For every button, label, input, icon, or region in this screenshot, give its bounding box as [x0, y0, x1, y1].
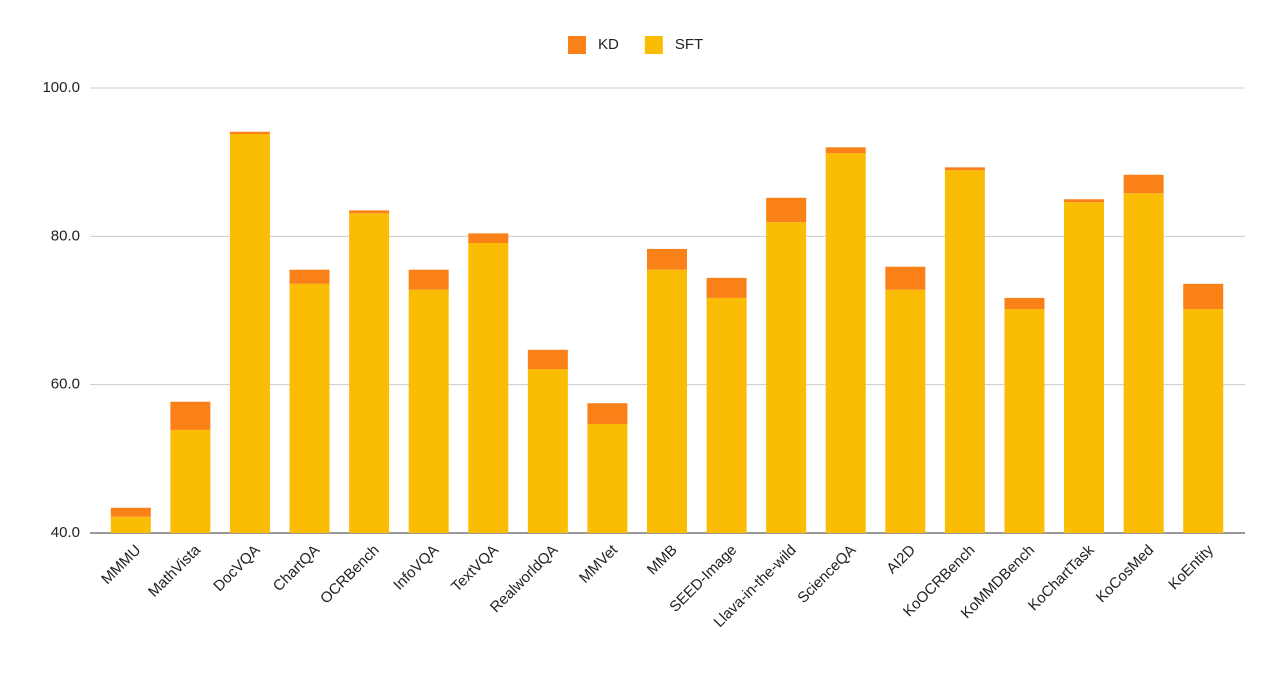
bar-segment	[1064, 199, 1105, 203]
bar-segment	[825, 147, 866, 154]
bar-segment	[944, 167, 985, 171]
bar-segment	[229, 131, 270, 134]
x-tick-label: TextVQA	[448, 542, 502, 596]
bar-segment	[885, 266, 926, 290]
y-tick-label: 100.0	[42, 79, 80, 96]
bar-segment	[468, 233, 509, 244]
x-tick-label: ChartQA	[270, 542, 323, 595]
x-tick-label: MMVet	[576, 541, 622, 587]
x-tick-label: DocVQA	[210, 542, 263, 595]
bar-segment	[408, 269, 449, 290]
x-tick-label: InfoVQA	[390, 542, 442, 594]
x-tick-label: MMB	[644, 542, 681, 579]
bar-segment	[229, 133, 270, 533]
legend-swatch	[644, 36, 663, 54]
bar-segment	[1123, 174, 1164, 194]
x-tick-label: AI2D	[883, 542, 919, 578]
x-tick-label: KoEntity	[1165, 541, 1217, 593]
legend-label: SFT	[675, 36, 703, 53]
bar-segment	[110, 507, 151, 517]
bar-segment	[587, 423, 628, 533]
bar-segment	[349, 210, 390, 214]
bar-segment	[825, 153, 866, 533]
y-tick-label: 60.0	[51, 376, 80, 393]
bar-segment	[289, 269, 330, 284]
bar-segment	[349, 213, 390, 533]
bar-segment	[1183, 283, 1224, 310]
legend-label: KD	[598, 36, 619, 53]
bar-segment	[110, 516, 151, 533]
bar-segment	[1123, 193, 1164, 534]
bar-segment	[587, 403, 628, 424]
bar-segment	[766, 222, 807, 533]
bar-segment	[944, 170, 985, 533]
x-tick-label: KoCosMed	[1093, 542, 1157, 606]
bar-segment	[527, 369, 568, 533]
bar-segment	[766, 197, 807, 223]
bar-segment	[468, 243, 509, 533]
bar-segment	[1004, 297, 1045, 310]
x-tick-label: OCRBench	[317, 542, 383, 608]
bar-segment	[706, 277, 747, 298]
bar-segment	[1064, 202, 1105, 533]
bar-segment	[706, 297, 747, 533]
bar-segment	[170, 401, 211, 430]
bar-segment	[647, 248, 687, 270]
bar-segment	[885, 289, 926, 533]
legend-swatch	[568, 36, 586, 54]
bar-segment	[1183, 309, 1224, 533]
bar-segment	[170, 429, 211, 533]
x-tick-label: ScienceQA	[794, 542, 859, 607]
x-tick-label: MathVista	[145, 541, 204, 600]
y-tick-label: 80.0	[51, 227, 80, 244]
y-tick-label: 40.0	[51, 524, 80, 541]
x-tick-label: MMMU	[98, 542, 144, 588]
bar-segment	[527, 349, 568, 370]
bar-segment	[647, 269, 687, 533]
bar-segment	[289, 283, 330, 533]
bar-segment	[408, 289, 449, 533]
bar-segment	[1004, 309, 1045, 533]
